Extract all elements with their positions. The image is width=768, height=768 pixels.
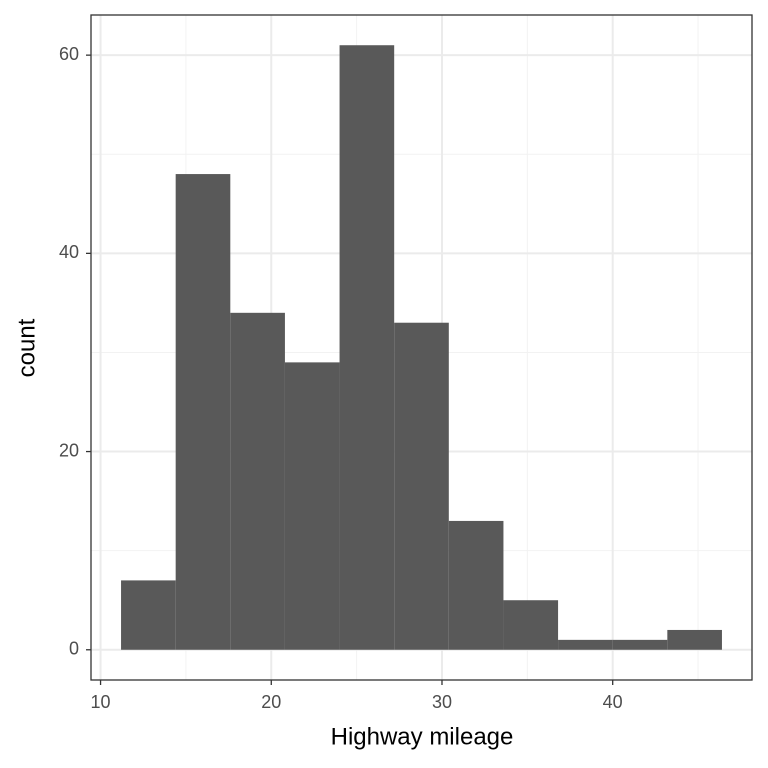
bar [612,639,668,650]
bar [339,45,395,650]
y-tick-label: 40 [59,242,79,262]
y-axis-title: count [13,318,40,377]
y-tick-label: 60 [59,44,79,64]
panel-border [90,14,753,681]
y-tick-label: 20 [59,440,79,460]
bar [558,639,613,650]
x-tick-label: 40 [603,692,623,712]
bar [667,629,722,650]
x-axis-title: Highway mileage [331,723,514,750]
x-tick-label: 10 [91,692,111,712]
bar [448,520,504,650]
bars [121,45,722,650]
bar [175,174,231,650]
bar [230,312,285,650]
bar [121,580,176,650]
bar [284,362,340,650]
bar [394,322,449,650]
y-tick-label: 0 [69,639,79,659]
x-tick-label: 20 [261,692,281,712]
bar [503,600,559,650]
x-tick-label: 30 [432,692,452,712]
